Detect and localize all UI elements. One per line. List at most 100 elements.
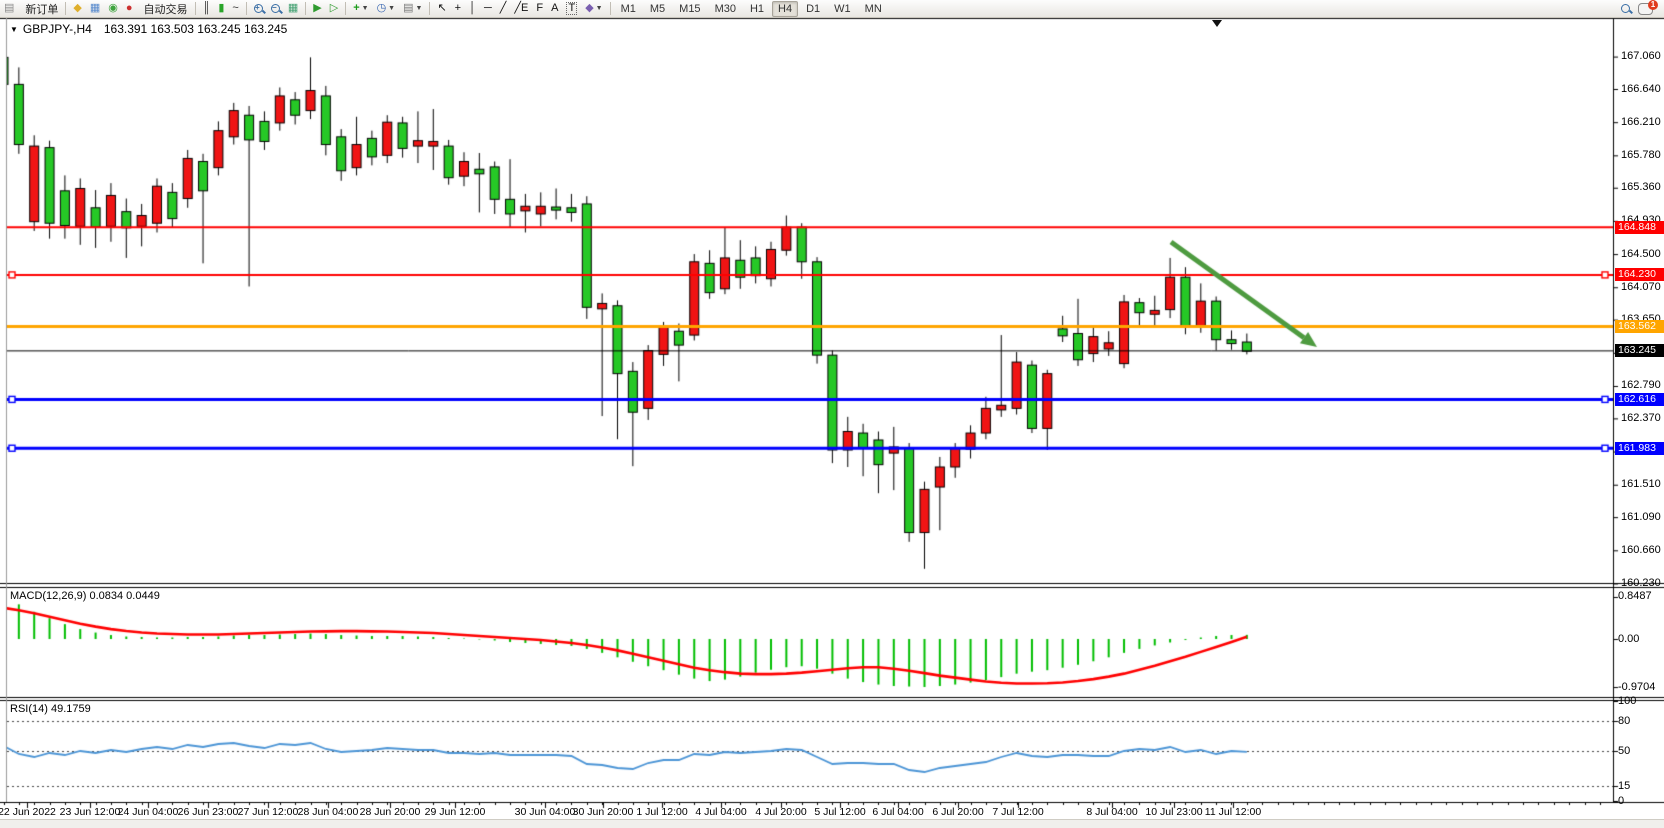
price-tick-label: 165.360 xyxy=(1621,181,1661,194)
new-order-page-icon: ▤ xyxy=(1,1,17,16)
text-icon: A xyxy=(551,2,559,14)
time-axis-label: 4 Jul 20:00 xyxy=(755,806,807,818)
symbol-dropdown-icon[interactable]: ▼ xyxy=(10,24,18,34)
arrows-icon[interactable]: ◆ ▼ xyxy=(582,1,605,16)
trendline-icon[interactable]: ╱ xyxy=(497,1,510,16)
macd-label: MACD(12,26,9) 0.0834 0.0449 xyxy=(10,590,160,602)
trendline-icon: ╱ xyxy=(499,2,507,14)
toolbar-separator xyxy=(65,2,67,15)
chart-shift-icon[interactable]: ▷ xyxy=(327,1,341,16)
price-line-badge[interactable]: 164.230 xyxy=(1615,268,1664,282)
rsi-tick-label: 0 xyxy=(1618,794,1625,807)
price-tick-label: 160.660 xyxy=(1621,543,1661,556)
auto-scroll-icon: ▶ xyxy=(313,2,322,14)
bar-chart-icon[interactable]: ║ xyxy=(200,1,214,16)
arrows-icon: ◆ xyxy=(585,2,594,14)
templates-icon[interactable]: ▤ ▼ xyxy=(400,1,425,16)
time-axis-label: 23 Jun 12:00 xyxy=(59,806,121,818)
vertical-line-icon[interactable]: │ xyxy=(466,1,479,16)
time-axis-label: 22 Jun 2022 xyxy=(0,806,56,818)
time-axis-label: 30 Jun 20:00 xyxy=(572,806,634,818)
periods-clock-icon: ◷ xyxy=(376,2,387,14)
arrows-icon-dropdown[interactable]: ▼ xyxy=(595,5,603,12)
status-bar xyxy=(0,819,1664,828)
templates-icon: ▤ xyxy=(403,2,414,14)
horizontal-line-icon[interactable]: ─ xyxy=(481,1,495,16)
chat-bubble-icon: 1 xyxy=(1638,0,1658,15)
time-axis-label: 27 Jun 12:00 xyxy=(237,806,299,818)
price-tick-label: 166.210 xyxy=(1621,115,1661,128)
periods-clock-icon-dropdown[interactable]: ▼ xyxy=(388,5,396,12)
indicators-icon[interactable]: + ▼ xyxy=(350,1,371,16)
price-line-badge[interactable]: 162.616 xyxy=(1615,392,1664,406)
auto-trading-icon: ● xyxy=(125,2,133,14)
text-label-icon: T xyxy=(566,2,578,15)
timeframe-d1-button[interactable]: D1 xyxy=(806,2,821,15)
market-watch-icon[interactable]: ◆ xyxy=(70,1,84,16)
periods-clock-icon[interactable]: ◷ ▼ xyxy=(374,1,399,16)
timeframe-h1-button[interactable]: H1 xyxy=(749,2,765,15)
timeframe-mn-button[interactable]: MN xyxy=(864,2,882,15)
horizontal-line-icon: ─ xyxy=(483,2,492,14)
price-line-badge[interactable]: 164.848 xyxy=(1615,220,1664,234)
indicators-icon-dropdown[interactable]: ▼ xyxy=(361,5,369,12)
toolbar-separator xyxy=(345,2,347,15)
time-axis-label: 11 Jul 12:00 xyxy=(1204,806,1262,818)
fibonacci-icon[interactable]: F xyxy=(533,1,546,16)
sound-alert-icon[interactable]: ◉ xyxy=(105,1,121,16)
templates-icon-dropdown[interactable]: ▼ xyxy=(415,5,423,12)
price-line-badge[interactable]: 161.983 xyxy=(1615,441,1664,455)
timeframe-m1-button[interactable]: M1 xyxy=(620,2,636,15)
equidistant-channel-icon[interactable]: ╱E xyxy=(511,1,531,16)
text-icon[interactable]: A xyxy=(548,1,561,16)
timeframe-w1-button[interactable]: W1 xyxy=(834,2,851,15)
price-tick-label: 160.230 xyxy=(1621,576,1661,589)
text-label-icon[interactable]: T xyxy=(563,1,580,16)
bar-chart-icon: ║ xyxy=(202,2,211,14)
cursor-icon[interactable]: ↖ xyxy=(434,1,449,16)
zoom-in-icon: + xyxy=(253,3,263,13)
auto-trading-icon[interactable]: ● xyxy=(123,1,136,16)
chart-shift-marker[interactable] xyxy=(1212,20,1222,27)
macd-tick-label: 0.8487 xyxy=(1618,590,1652,603)
toolbar-separator xyxy=(609,2,611,15)
timeframe-h4-button[interactable]: H4 xyxy=(772,0,799,17)
auto-trading-button[interactable]: 自动交易 xyxy=(138,1,191,16)
line-chart-icon[interactable]: ~ xyxy=(229,1,241,16)
price-tick-label: 162.790 xyxy=(1621,379,1661,392)
cursor-icon: ↖ xyxy=(437,2,447,14)
chat-notifications-button[interactable]: 1 xyxy=(1635,0,1658,16)
auto-scroll-icon[interactable]: ▶ xyxy=(310,1,324,16)
chart-shift-icon: ▷ xyxy=(329,2,339,14)
new-order-button[interactable]: 新订单 xyxy=(19,1,61,16)
indicators-icon: + xyxy=(353,2,360,14)
price-tick-label: 164.500 xyxy=(1621,247,1661,260)
new-order-page-icon: ▤ xyxy=(4,2,15,14)
time-axis-label: 6 Jul 20:00 xyxy=(932,806,984,818)
zoom-in-icon[interactable]: + xyxy=(251,1,266,16)
crosshair-icon: + xyxy=(454,2,462,14)
timeframe-m30-button[interactable]: M30 xyxy=(714,2,736,15)
price-line-badge[interactable]: 163.245 xyxy=(1615,344,1664,358)
time-axis-label: 29 Jun 12:00 xyxy=(424,806,486,818)
zoom-out-icon[interactable]: − xyxy=(268,1,283,16)
vertical-line-icon: │ xyxy=(469,2,476,14)
ohlc-values: 163.391 163.503 163.245 163.245 xyxy=(103,22,288,36)
crosshair-icon[interactable]: + xyxy=(452,1,464,16)
price-line-badge[interactable]: 163.562 xyxy=(1615,319,1664,333)
symbol-search-icon[interactable] xyxy=(1618,1,1633,16)
time-axis-label: 28 Jun 20:00 xyxy=(359,806,421,818)
market-watch-icon: ◆ xyxy=(73,2,82,14)
time-axis-label: 10 Jul 23:00 xyxy=(1145,806,1203,818)
time-axis-label: 1 Jul 12:00 xyxy=(636,806,688,818)
rsi-tick-label: 50 xyxy=(1618,744,1631,757)
timeframe-m5-button[interactable]: M5 xyxy=(649,2,666,15)
candlestick-chart-icon[interactable]: ▮ xyxy=(215,1,227,16)
tile-windows-icon[interactable]: ▦ xyxy=(285,1,301,16)
chart-window-icon[interactable]: ▦ xyxy=(87,1,103,16)
timeframe-m15-button[interactable]: M15 xyxy=(679,2,701,15)
time-axis-label: 26 Jun 23:00 xyxy=(177,806,239,818)
time-axis-label: 30 Jun 04:00 xyxy=(514,806,576,818)
